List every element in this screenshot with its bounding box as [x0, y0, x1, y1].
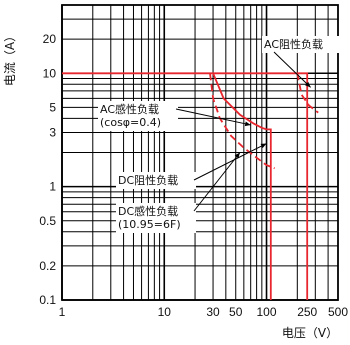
- series-line-4: [209, 73, 275, 170]
- annotation-label-line2: (10.95=6F): [118, 218, 181, 231]
- annotation-arrowhead: [234, 152, 240, 159]
- annotation-bg: [262, 36, 342, 53]
- x-tick-label: 1: [59, 305, 66, 319]
- annotation-leader: [175, 108, 251, 126]
- x-tick-label: 50: [229, 305, 243, 319]
- y-tick-label: 0.5: [39, 214, 56, 228]
- annotation-leader: [193, 152, 241, 212]
- annotation-leader: [273, 51, 311, 88]
- annotation-label: AC阻性负载: [264, 37, 323, 51]
- annotation-label: AC感性负载: [100, 102, 159, 116]
- x-tick-label: 10: [158, 305, 172, 319]
- tick-labels: 0.1 0.2 0.5 1 3 5 10 20 1 10 30 50 100 250 500: [39, 32, 348, 319]
- x-tick-label: 250: [297, 305, 317, 319]
- annotation-layer: AC阻性负载 AC感性负载(cosφ=0.4) DC阻性负载 DC感性负载(10.95…: [98, 36, 342, 233]
- annotation-label-line2: (cosφ=0.4): [100, 116, 161, 129]
- y-axis-title: 电流（A）: [3, 30, 17, 86]
- annotation-bg: [116, 203, 196, 233]
- y-tick-label: 20: [43, 32, 57, 46]
- series-line-1: [62, 72, 309, 300]
- y-tick-label: 3: [49, 126, 56, 140]
- annotation-arrowhead: [244, 121, 251, 127]
- annotation-label: DC阻性负载: [118, 173, 178, 187]
- grid-lines: [61, 4, 339, 301]
- series-line-2: [296, 73, 319, 114]
- y-tick-label: 1: [49, 180, 56, 194]
- plot-frame: [61, 4, 339, 301]
- y-tick-label: 0.2: [39, 259, 56, 273]
- annotation-arrowhead: [260, 143, 267, 149]
- x-tick-label: 500: [328, 305, 348, 319]
- annotation-leader: [193, 143, 267, 181]
- y-tick-label: 0.1: [39, 293, 56, 307]
- annotation-bg: [116, 172, 196, 189]
- x-axis-title: 电压（V）: [282, 326, 338, 340]
- series-layer: [62, 72, 319, 300]
- x-tick-label: 30: [206, 305, 220, 319]
- annotation-arrowhead: [305, 81, 311, 88]
- annotation-label: DC感性负载: [118, 204, 178, 218]
- annotation-bg: [98, 101, 178, 131]
- y-tick-label: 5: [49, 100, 56, 114]
- x-tick-label: 100: [257, 305, 277, 319]
- y-tick-label: 10: [43, 66, 57, 80]
- series-line-3: [212, 72, 272, 300]
